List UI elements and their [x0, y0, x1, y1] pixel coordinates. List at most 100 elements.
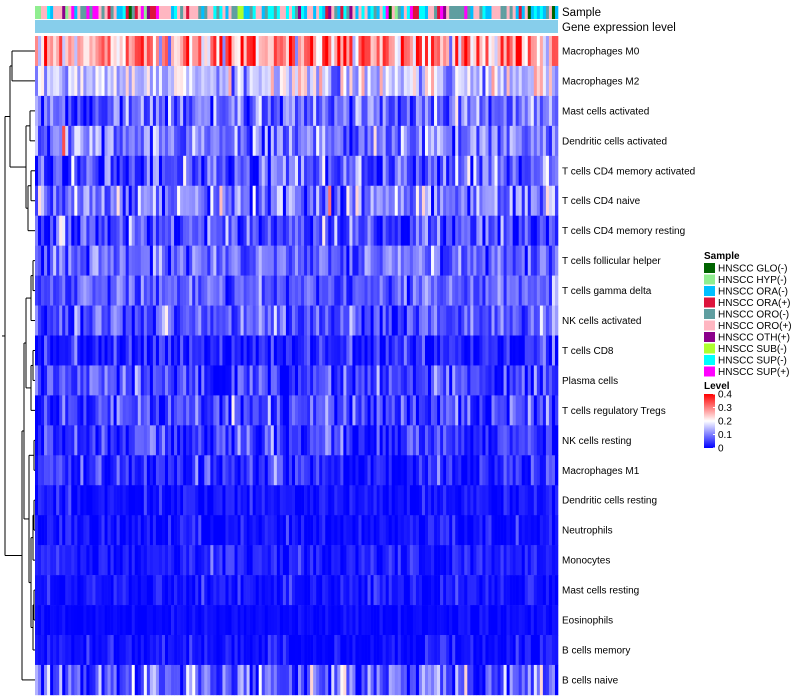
heatmap-cell [186, 395, 190, 426]
heatmap-cell [143, 635, 148, 666]
heatmap-cell [346, 185, 350, 216]
heatmap-cell [379, 275, 383, 306]
heatmap-cell [437, 425, 441, 456]
heatmap-cell [95, 425, 99, 456]
heatmap-cell [343, 455, 347, 486]
heatmap-cell [171, 275, 175, 306]
heatmap-cell [80, 65, 84, 97]
heatmap-cell [189, 305, 193, 336]
heatmap-cell [104, 395, 108, 426]
heatmap-cell [149, 65, 154, 97]
heatmap-cell [164, 545, 169, 576]
heatmap-cell [376, 635, 380, 666]
heatmap-cell [86, 95, 90, 127]
heatmap-cell [74, 95, 78, 127]
heatmap-cell [554, 155, 559, 187]
heatmap-cell [491, 395, 495, 426]
heatmap-cell [343, 664, 347, 696]
heatmap-cell [101, 425, 105, 456]
heatmap-cell [186, 125, 190, 157]
heatmap-cell [243, 185, 247, 216]
heatmap-cell [77, 305, 81, 336]
heatmap-cell [340, 485, 344, 516]
heatmap-cell [352, 575, 356, 606]
heatmap-cell [349, 125, 353, 157]
heatmap-cell [213, 36, 217, 67]
heatmap-cell [440, 36, 444, 67]
heatmap-cell [161, 335, 166, 366]
heatmap-cell [343, 485, 347, 516]
heatmap-cell [192, 575, 196, 606]
heatmap-cell [506, 395, 510, 426]
heatmap-cell [104, 65, 108, 97]
heatmap-cell [367, 425, 371, 456]
heatmap-cell [361, 125, 365, 157]
heatmap-cell [177, 425, 181, 456]
heatmap-cell [391, 185, 396, 216]
heatmap-cell [77, 455, 81, 486]
heatmap-cell [279, 485, 284, 516]
heatmap-cell [240, 575, 244, 606]
sample-legend-swatch [704, 309, 715, 319]
heatmap-cell [545, 155, 550, 187]
heatmap-cell [391, 125, 396, 157]
heatmap-cell [391, 545, 396, 576]
heatmap-cell [240, 65, 244, 97]
heatmap-cell [304, 515, 308, 546]
heatmap-cell [113, 245, 117, 276]
heatmap-cell [346, 575, 350, 606]
heatmap-cell [379, 575, 383, 606]
heatmap-cell [313, 515, 317, 546]
heatmap-cell [431, 455, 435, 486]
heatmap-cell [458, 545, 462, 576]
heatmap-cell [412, 365, 417, 396]
heatmap-cell [397, 515, 402, 546]
heatmap-cell [461, 185, 465, 216]
heatmap-cell [394, 664, 399, 696]
heatmap-cell [379, 395, 383, 426]
heatmap-cell [71, 125, 75, 157]
heatmap-cell [452, 635, 456, 666]
heatmap-cell [204, 155, 208, 187]
heatmap-cell [216, 545, 220, 576]
heatmap-cell [101, 455, 105, 486]
heatmap-cell [65, 305, 69, 336]
heatmap-cell [509, 215, 513, 246]
heatmap-cell [388, 185, 393, 216]
heatmap-cell [225, 36, 229, 67]
heatmap-cell [231, 635, 235, 666]
sample-annotation-cell [101, 6, 105, 19]
heatmap-cell [249, 365, 253, 396]
heatmap-cell [92, 605, 96, 636]
heatmap-cell [361, 155, 365, 187]
heatmap-cell [288, 395, 293, 426]
heatmap-cell [473, 95, 477, 127]
heatmap-cell [497, 305, 501, 336]
heatmap-cell [443, 245, 447, 276]
sample-annotation-cell [400, 6, 405, 19]
heatmap-cell [204, 245, 208, 276]
heatmap-cell [279, 65, 284, 97]
heatmap-cell [83, 455, 87, 486]
heatmap-cell [110, 335, 114, 366]
heatmap-cell [113, 65, 117, 97]
heatmap-cell [228, 305, 232, 336]
heatmap-cell [316, 545, 320, 576]
sample-annotation-cell [370, 6, 374, 19]
heatmap-cell [428, 664, 432, 696]
heatmap-cell [337, 365, 341, 396]
heatmap-cell [192, 455, 196, 486]
heatmap-cell [464, 185, 468, 216]
heatmap-cell [533, 664, 538, 696]
heatmap-cell [174, 215, 178, 246]
heatmap-cell [152, 245, 157, 276]
heatmap-cell [252, 36, 256, 67]
heatmap-cell [62, 36, 66, 67]
heatmap-cell [397, 215, 402, 246]
heatmap-cell [379, 125, 383, 157]
heatmap-cell [307, 365, 311, 396]
heatmap-cell [65, 36, 69, 67]
heatmap-cell [183, 365, 187, 396]
heatmap-cell [539, 635, 544, 666]
heatmap-cell [134, 575, 139, 606]
